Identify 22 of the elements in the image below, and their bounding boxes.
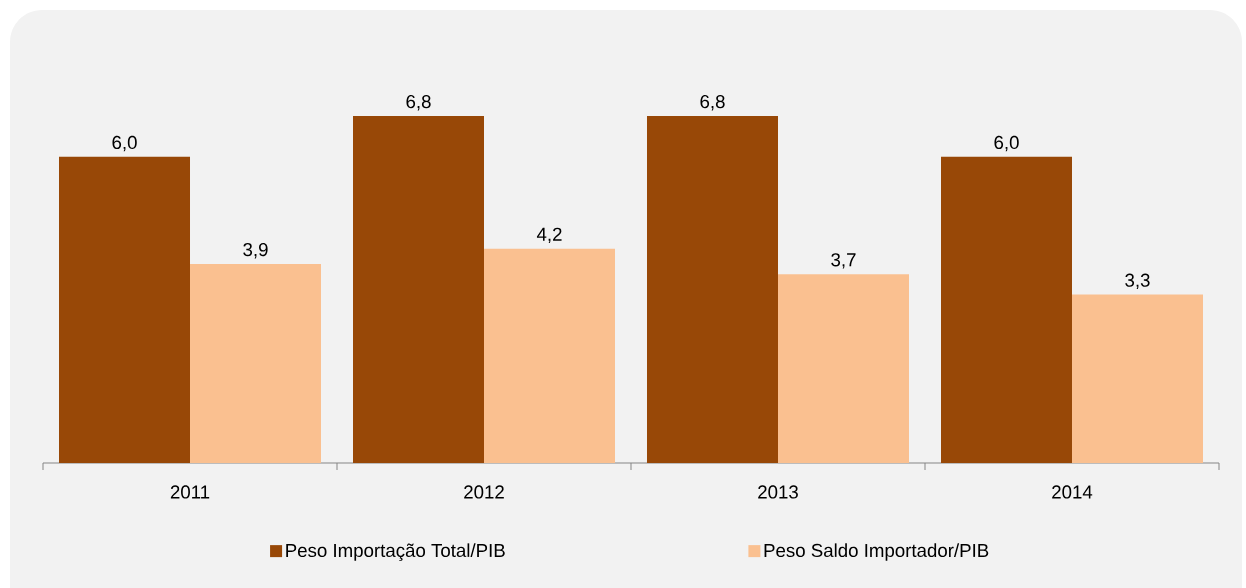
data-label: 6,0 (112, 135, 137, 152)
data-label: 3,7 (831, 253, 856, 269)
x-tick-label: 2013 (758, 485, 798, 499)
bar (647, 116, 778, 463)
bar (484, 248, 616, 463)
bar (190, 264, 322, 463)
bar (941, 156, 1072, 463)
bar (59, 156, 190, 463)
legend-label: Peso Importação Total/PIB (286, 543, 505, 561)
bar (1072, 294, 1203, 463)
data-label: 3,9 (243, 242, 268, 259)
data-label: 6,8 (406, 95, 431, 111)
bar (778, 274, 909, 463)
x-tick-label: 2012 (464, 485, 504, 499)
data-label: 4,2 (536, 227, 562, 244)
data-label: 3,3 (1125, 273, 1150, 289)
bar (353, 116, 484, 463)
data-label: 6,0 (994, 135, 1019, 152)
x-tick-label: 2014 (1052, 485, 1093, 499)
data-label: 6,8 (700, 95, 725, 111)
legend-label: Peso Saldo Importador/PIB (764, 543, 989, 561)
x-tick-label: 2011 (170, 485, 210, 499)
